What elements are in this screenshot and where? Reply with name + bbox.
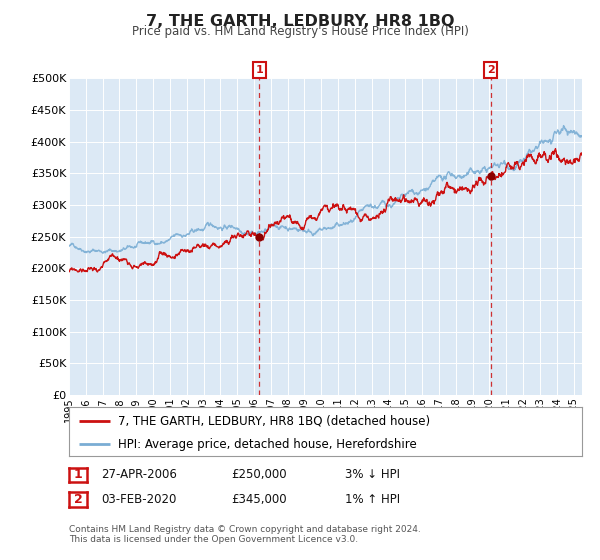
Text: 27-APR-2006: 27-APR-2006 [101, 468, 176, 482]
Text: 2: 2 [487, 65, 495, 75]
Text: £250,000: £250,000 [231, 468, 287, 482]
Text: 1: 1 [256, 65, 263, 75]
Text: Price paid vs. HM Land Registry's House Price Index (HPI): Price paid vs. HM Land Registry's House … [131, 25, 469, 38]
Text: 03-FEB-2020: 03-FEB-2020 [101, 493, 176, 506]
Text: £345,000: £345,000 [231, 493, 287, 506]
Text: 7, THE GARTH, LEDBURY, HR8 1BQ (detached house): 7, THE GARTH, LEDBURY, HR8 1BQ (detached… [118, 414, 430, 427]
Text: Contains HM Land Registry data © Crown copyright and database right 2024.
This d: Contains HM Land Registry data © Crown c… [69, 525, 421, 544]
Text: 1% ↑ HPI: 1% ↑ HPI [345, 493, 400, 506]
Text: HPI: Average price, detached house, Herefordshire: HPI: Average price, detached house, Here… [118, 437, 416, 451]
Text: 1: 1 [74, 468, 82, 482]
Text: 3% ↓ HPI: 3% ↓ HPI [345, 468, 400, 482]
Text: 7, THE GARTH, LEDBURY, HR8 1BQ: 7, THE GARTH, LEDBURY, HR8 1BQ [146, 14, 454, 29]
Text: 2: 2 [74, 493, 82, 506]
